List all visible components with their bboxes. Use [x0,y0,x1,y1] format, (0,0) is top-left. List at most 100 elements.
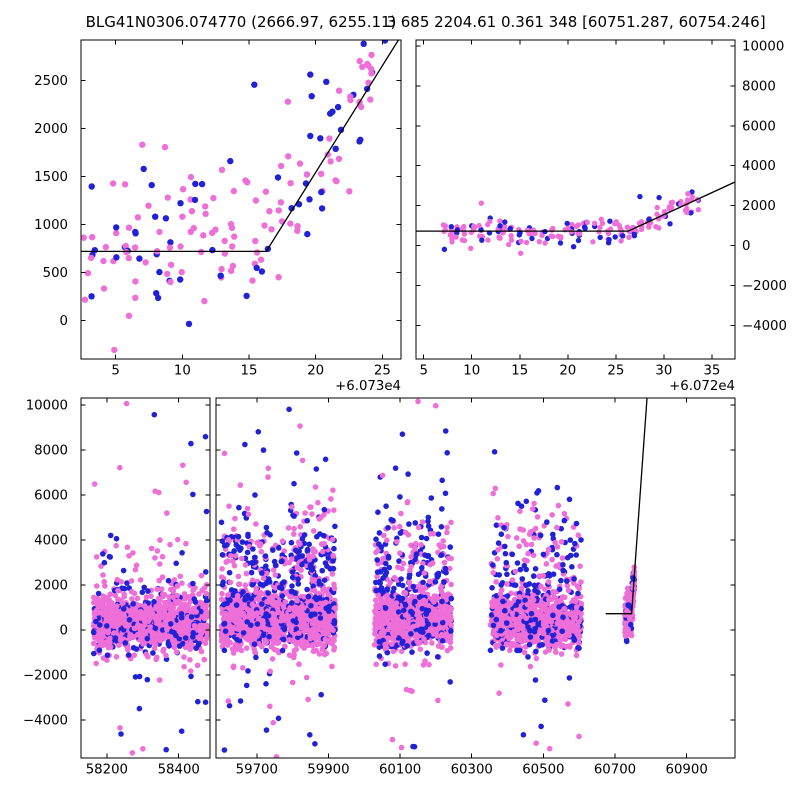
data-point [401,607,407,614]
axes-frame [80,39,402,360]
data-point [319,548,326,555]
data-point [177,573,183,580]
data-point [368,70,375,77]
data-point [196,591,202,597]
data-point [181,591,188,597]
data-point [383,598,390,605]
data-point [113,535,120,542]
data-point [178,728,185,734]
data-point [303,674,310,681]
data-point [331,581,337,588]
data-point [289,600,295,606]
data-point [224,636,231,643]
data-point [250,546,256,552]
data-point [166,633,173,640]
data-point [372,626,378,632]
data-point [305,593,312,600]
data-point [296,160,304,167]
data-point [229,646,236,652]
data-point [303,562,310,569]
data-point [391,574,398,581]
data-point [380,555,386,562]
data-point [149,610,156,617]
data-point [117,636,124,643]
data-point [94,583,100,589]
data-point [152,625,159,632]
data-point [299,457,306,464]
data-point [219,590,225,597]
data-point [225,642,231,648]
data-point [389,736,396,743]
data-point [415,524,422,531]
data-point [442,565,449,572]
data-point [93,554,100,560]
data-point [372,597,379,603]
data-point [220,601,227,608]
data-point [191,196,199,204]
data-point [202,640,209,647]
data-point [298,567,304,573]
data-point [445,591,452,597]
data-point [312,572,319,579]
data-point [120,600,126,606]
data-point [218,265,225,273]
data-point [442,428,449,434]
data-point [437,585,444,591]
data-point [374,610,380,616]
data-point [150,630,156,636]
data-point [190,587,196,593]
data-point [177,623,183,630]
data-point [393,604,400,610]
data-point [318,691,325,698]
data-point [301,605,307,611]
data-point [334,103,342,111]
data-point [252,237,259,245]
data-point [273,600,280,606]
data-point [165,641,172,647]
data-point [387,623,394,629]
data-point [219,538,226,544]
data-point [107,644,114,650]
data-point [177,276,184,283]
data-point [311,577,318,583]
data-point [161,143,169,151]
data-point [431,599,437,605]
data-point [301,645,308,651]
data-point [126,553,132,559]
data-point [264,570,270,577]
data-point [272,572,279,578]
data-point [684,209,690,215]
data-point [203,590,209,597]
data-point [265,474,271,480]
data-point [222,628,229,634]
data-point [164,194,171,201]
data-point [330,487,336,494]
data-point [240,589,246,595]
data-point [90,640,97,647]
data-point [289,679,296,686]
data-point [88,293,95,300]
data-point [133,646,140,652]
data-point [100,655,107,661]
data-point [581,224,588,230]
x-tick-label: 25 [607,364,624,379]
data-point [84,269,92,277]
data-point [310,528,317,534]
data-point [523,239,530,246]
data-point [202,433,209,440]
data-point [302,510,308,516]
data-point [414,608,421,615]
data-point [612,234,618,240]
data-point [192,599,199,605]
data-point [263,524,270,531]
data-point [695,207,702,213]
panel-bottom-right-seasons: 59700 59900 60100 60300 60500 60700 60900 [215,397,736,778]
data-point [131,625,138,632]
data-point [221,237,228,245]
data-point [218,166,226,173]
data-point [398,510,404,517]
data-point [260,620,266,626]
data-point [260,575,267,581]
data-point [226,503,232,510]
data-point [276,631,282,638]
